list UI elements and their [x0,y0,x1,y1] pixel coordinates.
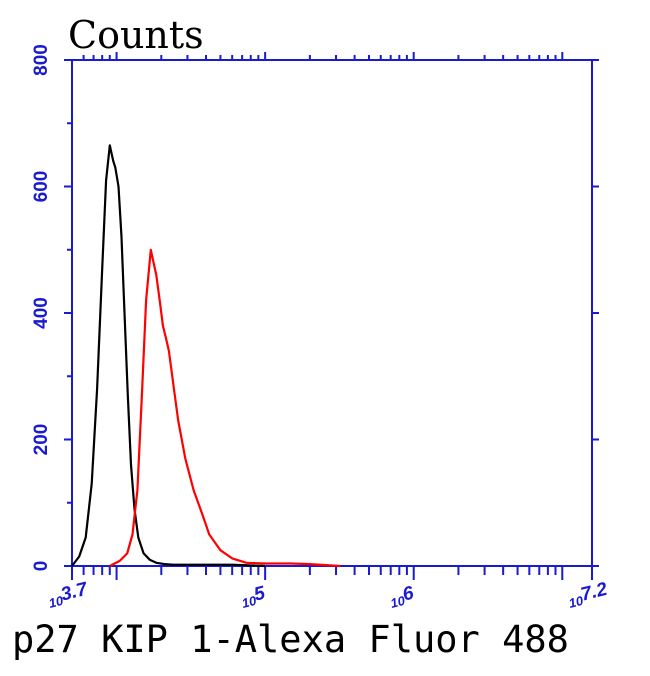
x-tick-label: 103.7 [47,578,91,611]
histogram-series [71,144,341,568]
y-tick-label: 600 [31,171,52,203]
x-tick-base: 10 [47,593,65,611]
series-line-2 [109,248,341,568]
series-line-1 [71,144,266,568]
y-axis-label: Counts [68,13,204,57]
x-tick-base: 10 [389,593,407,611]
y-tick-label: 0 [31,561,52,572]
y-tick-label: 400 [31,297,52,329]
y-tick-label: 800 [31,44,52,76]
x-tick-label: 106 [389,583,416,611]
x-tick-base: 10 [240,593,258,611]
y-axis: 0 200 400 600 800 [31,44,599,571]
x-axis-label: p27 KIP 1-Alexa Fluor 488 [12,618,569,661]
x-tick-exponent: 3.7 [59,578,91,605]
y-tick-label: 200 [31,424,52,456]
plot-frame [71,59,593,567]
x-tick-label: 107.2 [567,579,610,611]
x-axis: 103.7 105 106 107.2 [47,52,610,611]
x-tick-exponent: 7.2 [579,579,610,606]
x-tick-label: 105 [240,583,267,611]
x-tick-base: 10 [567,593,585,611]
